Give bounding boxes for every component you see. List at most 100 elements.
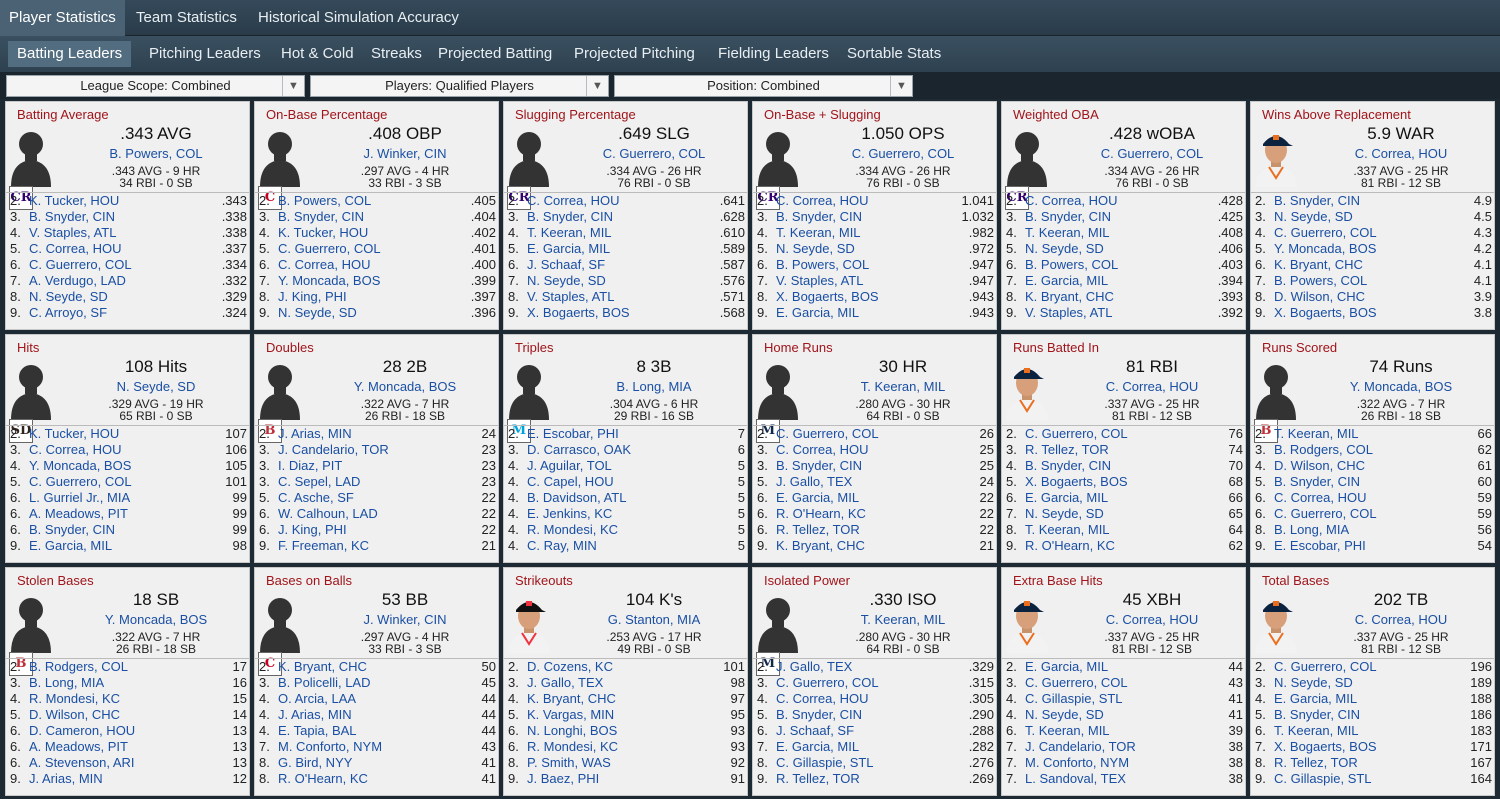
player-photo[interactable]: CR xyxy=(755,126,801,210)
player-link[interactable]: M. Conforto, NYM xyxy=(278,739,383,754)
leader-player-link[interactable]: C. Correa, HOU xyxy=(1354,612,1448,627)
player-link[interactable]: C. Correa, HOU xyxy=(29,442,122,457)
player-link[interactable]: C. Correa, HOU xyxy=(776,691,869,706)
player-link[interactable]: R. Tellez, TOR xyxy=(776,771,860,786)
player-link[interactable]: B. Powers, COL xyxy=(1025,257,1119,272)
player-link[interactable]: C. Correa, HOU xyxy=(1274,490,1367,505)
player-link[interactable]: C. Capel, HOU xyxy=(527,474,614,489)
player-photo[interactable]: B xyxy=(257,359,303,443)
player-link[interactable]: R. Tellez, TOR xyxy=(1274,755,1358,770)
player-link[interactable]: R. O'Hearn, KC xyxy=(776,506,866,521)
player-link[interactable]: W. Calhoun, LAD xyxy=(278,506,378,521)
player-link[interactable]: X. Bogaerts, BOS xyxy=(527,305,630,320)
player-link[interactable]: B. Snyder, CIN xyxy=(776,458,862,473)
subtab-batting-leaders[interactable]: Batting Leaders xyxy=(8,41,132,67)
player-link[interactable]: N. Seyde, SD xyxy=(776,241,855,256)
player-link[interactable]: N. Seyde, SD xyxy=(1025,707,1104,722)
player-link[interactable]: A. Meadows, PIT xyxy=(29,739,128,754)
player-link[interactable]: C. Sepel, LAD xyxy=(278,474,361,489)
player-link[interactable]: B. Policelli, LAD xyxy=(278,675,371,690)
subtab-sortable-stats[interactable]: Sortable Stats xyxy=(847,45,942,62)
leader-player-link[interactable]: J. Winker, CIN xyxy=(363,146,447,161)
player-photo[interactable] xyxy=(506,592,552,653)
subtab-fielding-leaders[interactable]: Fielding Leaders xyxy=(718,45,829,62)
player-link[interactable]: C. Correa, HOU xyxy=(278,257,371,272)
player-link[interactable]: X. Bogaerts, BOS xyxy=(1025,474,1128,489)
leader-player-link[interactable]: Y. Moncada, BOS xyxy=(104,612,208,627)
player-link[interactable]: B. Snyder, CIN xyxy=(29,209,115,224)
player-link[interactable]: T. Keeran, MIL xyxy=(1274,723,1359,738)
player-link[interactable]: D. Wilson, CHC xyxy=(1274,458,1366,473)
player-link[interactable]: C. Correa, HOU xyxy=(527,193,620,208)
player-link[interactable]: F. Freeman, KC xyxy=(278,538,370,553)
player-photo[interactable] xyxy=(1004,592,1050,653)
leader-player-link[interactable]: G. Stanton, MIA xyxy=(607,612,701,627)
player-link[interactable]: E. Garcia, MIL xyxy=(776,490,860,505)
subtab-projected-batting[interactable]: Projected Batting xyxy=(438,45,553,62)
player-link[interactable]: T. Keeran, MIL xyxy=(527,225,612,240)
player-link[interactable]: K. Bryant, CHC xyxy=(527,691,616,706)
player-link[interactable]: C. Guerrero, COL xyxy=(1274,659,1377,674)
player-link[interactable]: C. Correa, HOU xyxy=(776,442,869,457)
leader-player-link[interactable]: J. Winker, CIN xyxy=(363,612,447,627)
player-link[interactable]: C. Guerrero, COL xyxy=(776,426,879,441)
player-link[interactable]: N. Longhi, BOS xyxy=(527,723,618,738)
player-photo[interactable]: M xyxy=(755,359,801,443)
player-link[interactable]: N. Seyde, SD xyxy=(1025,506,1104,521)
player-link[interactable]: C. Asche, SF xyxy=(278,490,354,505)
player-link[interactable]: K. Tucker, HOU xyxy=(278,225,369,240)
leader-player-link[interactable]: B. Powers, COL xyxy=(109,146,203,161)
player-link[interactable]: O. Arcia, LAA xyxy=(278,691,357,706)
player-link[interactable]: J. Arias, MIN xyxy=(278,426,352,441)
player-link[interactable]: J. Candelario, TOR xyxy=(1025,739,1136,754)
leader-player-link[interactable]: C. Correa, HOU xyxy=(1105,379,1199,394)
player-link[interactable]: C. Ray, MIN xyxy=(527,538,597,553)
player-link[interactable]: B. Rodgers, COL xyxy=(29,659,128,674)
player-link[interactable]: T. Keeran, MIL xyxy=(1025,225,1110,240)
player-link[interactable]: B. Long, MIA xyxy=(29,675,105,690)
tab-historical-simulation-accuracy[interactable]: Historical Simulation Accuracy xyxy=(258,9,459,26)
player-link[interactable]: L. Sandoval, TEX xyxy=(1025,771,1126,786)
player-link[interactable]: J. Arias, MIN xyxy=(278,707,352,722)
player-link[interactable]: B. Snyder, CIN xyxy=(1025,209,1111,224)
player-link[interactable]: C. Gillaspie, STL xyxy=(1274,771,1372,786)
position-dropdown[interactable]: Position: Combined ▼ xyxy=(614,75,913,97)
player-link[interactable]: B. Powers, COL xyxy=(278,193,372,208)
player-photo[interactable]: M xyxy=(506,359,552,443)
player-photo[interactable] xyxy=(1253,126,1299,187)
player-link[interactable]: K. Bryant, CHC xyxy=(1025,289,1114,304)
leader-player-link[interactable]: C. Correa, HOU xyxy=(1105,612,1199,627)
player-link[interactable]: C. Correa, HOU xyxy=(1025,193,1118,208)
player-link[interactable]: C. Guerrero, COL xyxy=(1025,675,1128,690)
player-link[interactable]: J. King, PHI xyxy=(278,522,347,537)
player-link[interactable]: D. Cameron, HOU xyxy=(29,723,136,738)
player-link[interactable]: T. Keeran, MIL xyxy=(1025,522,1110,537)
leader-player-link[interactable]: T. Keeran, MIL xyxy=(860,379,946,394)
player-link[interactable]: P. Smith, WAS xyxy=(527,755,611,770)
player-photo[interactable]: CR xyxy=(506,126,552,210)
player-link[interactable]: K. Bryant, CHC xyxy=(776,538,865,553)
subtab-hot-cold[interactable]: Hot & Cold xyxy=(281,45,354,62)
player-photo[interactable]: SD xyxy=(8,359,54,443)
leader-player-link[interactable]: C. Correa, HOU xyxy=(1354,146,1448,161)
player-link[interactable]: N. Seyde, SD xyxy=(1274,675,1353,690)
player-link[interactable]: B. Snyder, CIN xyxy=(776,209,862,224)
player-link[interactable]: N. Seyde, SD xyxy=(1025,241,1104,256)
player-link[interactable]: N. Seyde, SD xyxy=(278,305,357,320)
player-link[interactable]: E. Garcia, MIL xyxy=(776,739,860,754)
player-link[interactable]: B. Snyder, CIN xyxy=(278,209,364,224)
player-link[interactable]: T. Keeran, MIL xyxy=(1274,426,1359,441)
player-photo[interactable]: CR xyxy=(1004,126,1050,210)
player-photo[interactable]: M xyxy=(755,592,801,676)
player-link[interactable]: C. Arroyo, SF xyxy=(29,305,108,320)
player-link[interactable]: J. Aguilar, TOL xyxy=(527,458,612,473)
player-link[interactable]: J. Gallo, TEX xyxy=(776,659,853,674)
player-link[interactable]: X. Bogaerts, BOS xyxy=(1274,305,1377,320)
player-link[interactable]: J. Candelario, TOR xyxy=(278,442,389,457)
player-link[interactable]: J. Gallo, TEX xyxy=(527,675,604,690)
player-link[interactable]: G. Bird, NYY xyxy=(278,755,353,770)
player-link[interactable]: D. Cozens, KC xyxy=(527,659,613,674)
player-link[interactable]: C. Guerrero, COL xyxy=(1274,506,1377,521)
player-link[interactable]: K. Bryant, CHC xyxy=(278,659,367,674)
leader-player-link[interactable]: Y. Moncada, BOS xyxy=(353,379,457,394)
